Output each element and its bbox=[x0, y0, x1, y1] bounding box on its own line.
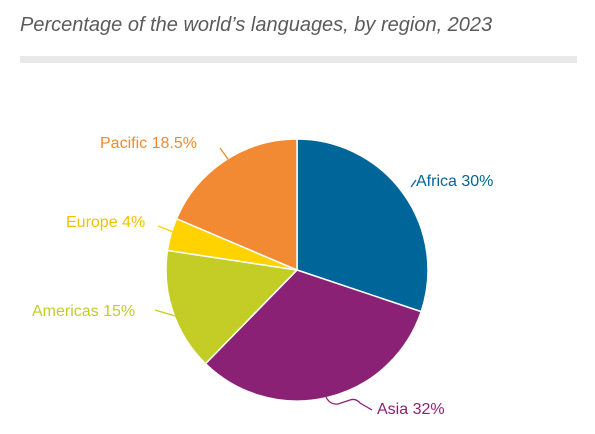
label-leader-lines bbox=[154, 147, 417, 411]
leader-line-europe bbox=[157, 225, 177, 234]
slice-label-africa: Africa 30% bbox=[416, 173, 493, 190]
slice-labels: Africa 30% Asia 32% Americas 15% Europe 4% P… bbox=[32, 135, 493, 418]
slice-label-americas: Americas 15% bbox=[32, 303, 135, 320]
leader-line-africa bbox=[410, 179, 417, 188]
pie-slice-africa bbox=[296, 138, 429, 313]
pie-slice-americas bbox=[165, 249, 299, 365]
leader-line-pacific bbox=[219, 147, 231, 163]
pie-slices bbox=[165, 138, 429, 402]
slice-label-asia: Asia 32% bbox=[377, 401, 445, 418]
slice-label-europe: Europe 4% bbox=[66, 214, 145, 231]
leader-line-asia bbox=[325, 396, 373, 411]
title-divider bbox=[20, 56, 577, 63]
pie-slice-asia bbox=[204, 269, 423, 402]
chart-title: Percentage of the world’s languages, by … bbox=[20, 14, 493, 36]
slice-label-pacific: Pacific 18.5% bbox=[100, 135, 197, 152]
pie-slice-pacific bbox=[175, 138, 298, 272]
leader-line-americas bbox=[154, 309, 183, 319]
